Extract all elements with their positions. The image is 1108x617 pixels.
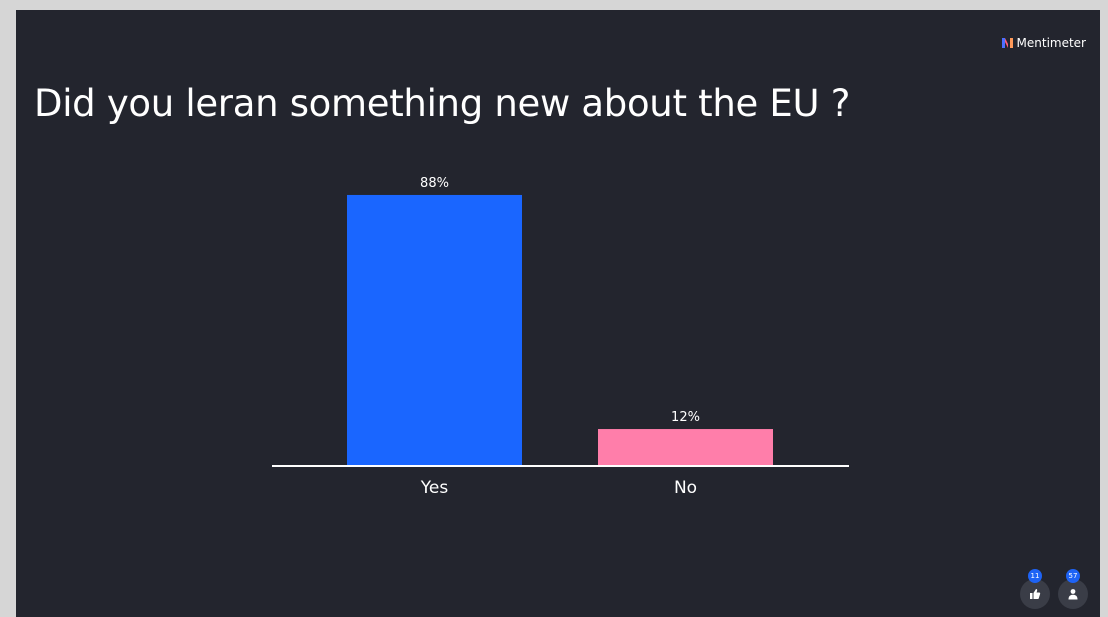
bar-yes bbox=[347, 194, 522, 466]
presentation-slide: Mentimeter Did you leran something new a… bbox=[16, 10, 1100, 617]
bar-chart: 88% Yes 12% No bbox=[272, 176, 849, 498]
reactions-count: 11 bbox=[1028, 569, 1042, 583]
brand-name: Mentimeter bbox=[1016, 36, 1086, 50]
participants-count: 57 bbox=[1066, 569, 1080, 583]
bottom-controls: 11 57 bbox=[1020, 569, 1088, 609]
thumbs-up-icon bbox=[1029, 585, 1041, 604]
category-label-yes: Yes bbox=[420, 478, 449, 498]
data-label-yes: 88% bbox=[420, 176, 449, 191]
mentimeter-logo-icon bbox=[1001, 38, 1013, 48]
category-label-no: No bbox=[674, 478, 697, 498]
data-label-no: 12% bbox=[671, 410, 700, 425]
person-icon bbox=[1067, 585, 1079, 604]
brand-logo: Mentimeter bbox=[1001, 36, 1086, 50]
reactions-button[interactable]: 11 bbox=[1020, 569, 1050, 609]
bar-no bbox=[598, 429, 773, 466]
question-title: Did you leran something new about the EU… bbox=[34, 82, 851, 125]
participants-button[interactable]: 57 bbox=[1058, 569, 1088, 609]
